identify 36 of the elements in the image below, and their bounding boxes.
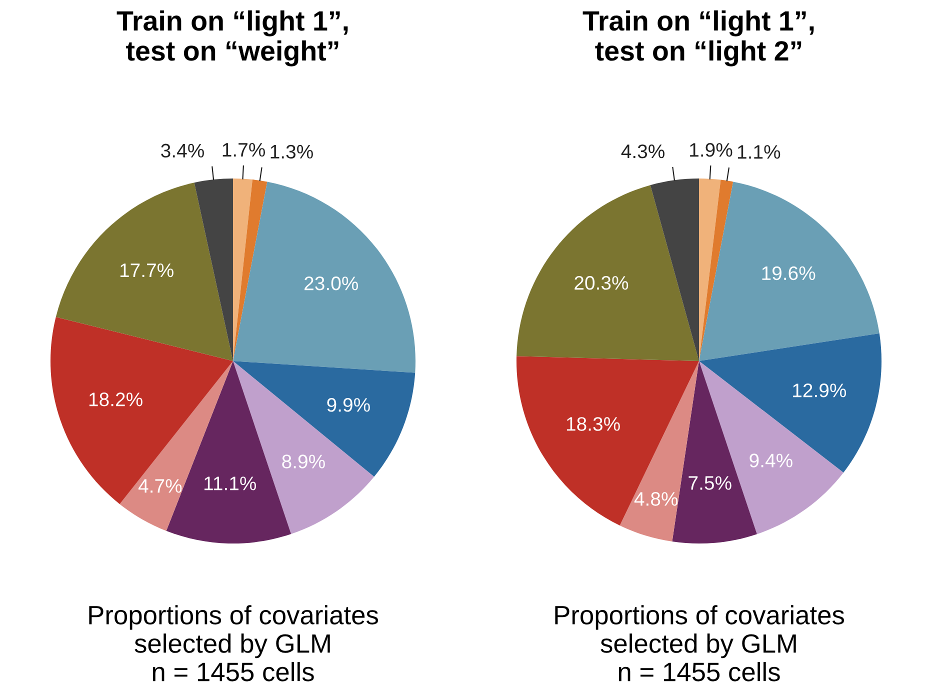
data-label: 12.9% bbox=[793, 384, 846, 398]
data-label: 7.5% bbox=[688, 476, 732, 490]
data-label: 19.6% bbox=[762, 266, 816, 280]
data-label: 9.4% bbox=[750, 454, 792, 468]
data-label: 18.2% bbox=[89, 392, 142, 406]
data-label: 17.7% bbox=[120, 264, 174, 278]
data-label: 8.9% bbox=[282, 454, 325, 468]
data-label: 1.1% bbox=[738, 145, 780, 159]
data-label: 4.7% bbox=[138, 479, 182, 493]
text: Proportions of covariates selected by GLM n = 1455 cells bbox=[555, 605, 844, 682]
pie-slice bbox=[194, 178, 233, 362]
data-label: 3.4% bbox=[161, 144, 204, 158]
pie-slice bbox=[233, 182, 416, 373]
pie-slice bbox=[699, 178, 721, 362]
pie-slice bbox=[233, 180, 268, 362]
pie-slice bbox=[516, 185, 699, 362]
chart-title: Train on “light 1”, test on “weight” bbox=[116, 10, 348, 66]
pie-slice bbox=[233, 178, 252, 362]
data-label: 1.3% bbox=[270, 144, 313, 159]
data-label: 11.1% bbox=[204, 476, 256, 490]
pie-slice bbox=[650, 178, 699, 362]
chart-title: Train on “light 1”, test on “light 2” bbox=[582, 10, 814, 66]
data-label: 23.0% bbox=[304, 276, 358, 290]
pie-slice bbox=[699, 180, 734, 362]
pie-slice bbox=[699, 333, 882, 473]
data-label: 20.3% bbox=[574, 276, 628, 290]
pie-slice bbox=[56, 182, 233, 362]
data-label: 18.3% bbox=[566, 417, 620, 431]
data-label: 1.9% bbox=[690, 143, 732, 157]
data-label: 4.3% bbox=[621, 144, 664, 158]
text: Proportions of covariates selected by GLM n = 1455 cells bbox=[89, 605, 378, 682]
data-label: 1.7% bbox=[222, 143, 265, 157]
pie-slice bbox=[233, 361, 416, 477]
pie-slice bbox=[699, 182, 880, 362]
data-label: 4.8% bbox=[634, 492, 678, 506]
data-label: 9.9% bbox=[327, 398, 370, 412]
